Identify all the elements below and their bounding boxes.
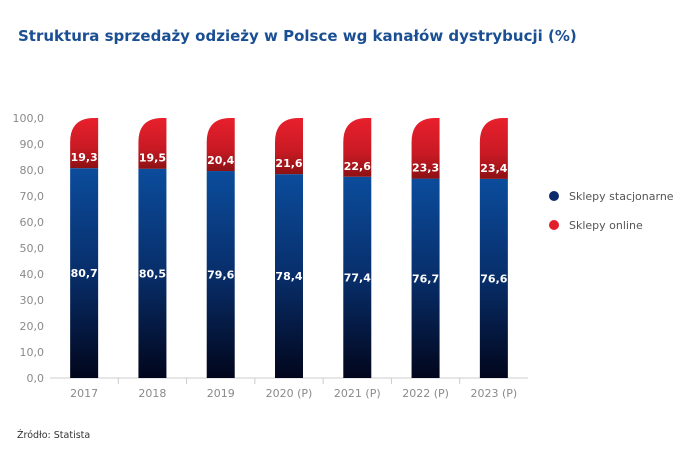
bar-sklepy-online	[411, 118, 440, 179]
bar-sklepy-online	[206, 118, 235, 172]
data-label: 79,6	[207, 269, 234, 282]
y-tick-label: 100,0	[13, 112, 45, 125]
bar-sklepy-online	[479, 118, 508, 179]
y-tick-label: 60,0	[20, 216, 45, 229]
data-label: 19,3	[71, 151, 98, 164]
bar-sklepy-stacjonarne	[70, 168, 99, 378]
y-tick-label: 0,0	[27, 372, 45, 385]
x-tick-label: 2019	[207, 387, 235, 400]
bar-sklepy-stacjonarne	[275, 174, 303, 378]
data-label: 21,6	[275, 157, 302, 170]
legend-marker	[549, 220, 559, 230]
x-tick-label: 2023 (P)	[470, 387, 517, 400]
data-label: 19,5	[139, 152, 166, 165]
y-tick-label: 50,0	[20, 242, 45, 255]
legend-marker	[549, 191, 559, 201]
y-tick-label: 70,0	[20, 190, 45, 203]
x-tick-label: 2020 (P)	[266, 387, 313, 400]
y-tick-label: 20,0	[20, 320, 45, 333]
bar-sklepy-stacjonarne	[138, 168, 167, 378]
x-tick-label: 2017	[70, 387, 98, 400]
data-label: 78,4	[275, 270, 302, 283]
data-label: 22,6	[344, 160, 371, 173]
source-note: Źródło: Statista	[17, 430, 91, 441]
bar-sklepy-online	[343, 118, 372, 177]
data-label: 80,7	[71, 267, 98, 280]
y-tick-label: 30,0	[20, 294, 45, 307]
bar-sklepy-stacjonarne	[343, 176, 372, 378]
bar-sklepy-online	[138, 118, 167, 169]
bar-sklepy-stacjonarne	[479, 178, 508, 378]
y-tick-label: 40,0	[20, 268, 45, 281]
data-label: 23,4	[480, 162, 507, 175]
x-tick-label: 2018	[138, 387, 166, 400]
bar-sklepy-stacjonarne	[411, 178, 440, 378]
chart-title: Struktura sprzedaży odzieży w Polsce wg …	[18, 27, 577, 45]
x-tick-label: 2021 (P)	[334, 387, 381, 400]
x-tick-label: 2022 (P)	[402, 387, 449, 400]
legend-label: Sklepy stacjonarne	[569, 190, 674, 203]
legend-label: Sklepy online	[569, 219, 643, 232]
data-label: 76,7	[412, 272, 439, 285]
bar-sklepy-online	[275, 118, 303, 175]
bar-sklepy-stacjonarne	[206, 171, 235, 378]
data-label: 20,4	[207, 154, 234, 167]
y-tick-label: 10,0	[20, 346, 45, 359]
data-label: 76,6	[480, 272, 507, 285]
y-tick-label: 90,0	[20, 138, 45, 151]
data-label: 77,4	[344, 271, 371, 284]
data-label: 80,5	[139, 267, 166, 280]
bar-sklepy-online	[70, 118, 99, 169]
y-tick-label: 80,0	[20, 164, 45, 177]
data-label: 23,3	[412, 162, 439, 175]
